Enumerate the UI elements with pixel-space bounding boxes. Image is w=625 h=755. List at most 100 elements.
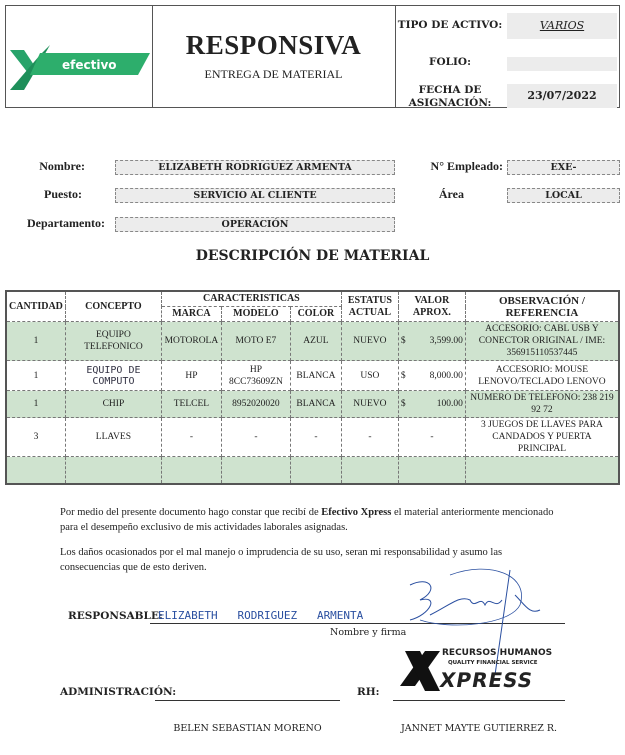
responsable-handwriting: ELIZABETH RODRIGUEZ ARMENTA	[158, 609, 364, 622]
paragraph-2: Los daños ocasionados por el mal manejo …	[60, 547, 503, 573]
col-cantidad: CANTIDAD	[5, 290, 66, 322]
document-title: RESPONSIVA	[185, 30, 362, 60]
document-subtitle: ENTREGA DE MATERIAL	[204, 67, 343, 81]
puesto-label: Puesto:	[44, 187, 82, 201]
cell-concepto: EQUIPO DE COMPUTO	[64, 360, 162, 391]
cell-estatus: NUEVO	[340, 390, 399, 418]
value-amount: 100.00	[436, 399, 463, 409]
table-row: 3 LLAVES - - - - -3 JUEGOS DE LLAVES PARA CAND…	[5, 417, 620, 457]
col-obs: OBSERVACIÓN / REFERENCIA	[464, 290, 620, 322]
cell-valor: -	[397, 417, 466, 457]
cell-marca: TELCEL	[160, 390, 222, 418]
cell-valor: $8,000.00	[397, 360, 466, 391]
signature-scribble	[409, 568, 541, 676]
folio-value	[507, 57, 617, 71]
cell-empty	[464, 456, 620, 484]
section-title: DESCRIPCIÓN DE MATERIAL	[195, 248, 430, 264]
nombre-firma-caption: Nombre y firma	[330, 627, 407, 638]
table-row: 1 EQUIPO TELEFONICO MOTOROLA MOTO E7 AZUL NUE…	[5, 321, 620, 361]
value-amount: 8,000.00	[429, 370, 463, 381]
table-row: 1 EQUIPO DE COMPUTO HP HP 8CC73609ZN BLANCA U…	[5, 360, 620, 391]
cell-empty	[340, 456, 399, 484]
currency-symbol: $	[400, 336, 406, 346]
cell-cantidad: 1	[5, 321, 66, 361]
cell-concepto: CHIP	[64, 390, 162, 418]
admin-name: BELEN SEBASTIAN MORENO	[173, 723, 322, 734]
empleado-label: N° Empleado:	[430, 159, 503, 173]
rh-line	[393, 700, 565, 701]
col-estatus: ESTATUS ACTUAL	[340, 290, 399, 322]
fecha-label: FECHA DE ASIGNACIÓN:	[408, 84, 492, 109]
paragraph-1: Por medio del presente documento hago co…	[60, 507, 554, 533]
svg-text:efectivo: efectivo	[62, 58, 117, 72]
responsable-line	[150, 623, 565, 624]
material-table: CANTIDAD CONCEPTO CARACTERISTICAS ESTATU…	[5, 290, 620, 485]
responsable-label: RESPONSABLE:	[68, 610, 163, 622]
cell-marca: HP	[160, 360, 222, 391]
tipo-label: TIPO DE ACTIVO:	[397, 19, 503, 31]
cell-valor: $100.00	[397, 390, 466, 418]
stamp-brand: XPRESS	[437, 668, 536, 692]
cell-concepto: EQUIPO TELEFONICO	[64, 321, 162, 361]
cell-empty	[289, 456, 342, 484]
puesto-field: SERVICIO AL CLIENTE	[115, 188, 395, 203]
col-valor: VALOR APROX.	[397, 290, 466, 322]
depto-label: Departamento:	[27, 216, 105, 230]
cell-obs: ACCESORIO: MOUSE LENOVO/TECLADO LENOVO	[464, 360, 620, 391]
cell-marca: -	[160, 417, 222, 457]
cell-cantidad: 1	[5, 360, 66, 391]
area-field: LOCAL	[507, 188, 620, 203]
value-amount: 3,599.00	[429, 336, 463, 346]
cell-valor: $3,599.00	[397, 321, 466, 361]
cell-color: BLANCA	[289, 390, 342, 418]
cell-modelo: 8952020020	[220, 390, 291, 418]
col-modelo: MODELO	[220, 306, 291, 322]
folio-label: FOLIO:	[429, 56, 471, 68]
nombre-field: ELIZABETH RODRIGUEZ ARMENTA	[115, 160, 395, 175]
cell-estatus: USO	[340, 360, 399, 391]
currency-symbol: $	[400, 370, 406, 381]
stamp-x-mark	[400, 651, 440, 691]
rh-name: JANNET MAYTE GUTIERREZ R.	[400, 723, 557, 734]
cell-cantidad: 3	[5, 417, 66, 457]
cell-marca: MOTOROLA	[160, 321, 222, 361]
col-color: COLOR	[289, 306, 342, 322]
value-amount: -	[430, 432, 434, 442]
cell-color: -	[289, 417, 342, 457]
cell-empty	[64, 456, 162, 484]
stamp-line1: RECURSOS HUMANOS	[442, 648, 553, 658]
cell-estatus: -	[340, 417, 399, 457]
cell-obs: NUMERO DE TELEFONO: 238 219 92 72	[464, 390, 620, 418]
area-label: Área	[438, 187, 464, 201]
cell-obs: ACCESORIO: CABL USB Y CONECTOR ORIGINAL …	[464, 321, 620, 361]
rh-stamp: RECURSOS HUMANOS QUALITY FINANCIAL SERVI…	[400, 648, 553, 693]
cell-empty	[160, 456, 222, 484]
cell-empty	[397, 456, 466, 484]
stamp-line2: QUALITY FINANCIAL SERVICE	[448, 660, 538, 666]
currency-symbol: $	[400, 399, 406, 409]
cell-modelo: HP 8CC73609ZN	[220, 360, 291, 391]
cell-concepto: LLAVES	[64, 417, 162, 457]
col-caracteristicas: CARACTERISTICAS	[160, 290, 342, 307]
nombre-label: Nombre:	[39, 159, 85, 173]
header-box	[5, 5, 620, 108]
admin-label: ADMINISTRACIÓN:	[60, 686, 177, 698]
empleado-field: EXE-	[507, 160, 620, 175]
header-divider	[152, 6, 153, 107]
depto-field: OPERACIÓN	[115, 217, 395, 232]
header-divider	[395, 6, 396, 107]
cell-estatus: NUEVO	[340, 321, 399, 361]
cell-empty	[220, 456, 291, 484]
cell-modelo: -	[220, 417, 291, 457]
cell-cantidad: 1	[5, 390, 66, 418]
admin-line	[155, 700, 340, 701]
efectivo-logo: efectivo	[10, 45, 150, 90]
table-row: 1 CHIP TELCEL 8952020020 BLANCA NUEVO $100.00 N…	[5, 390, 620, 418]
cell-empty	[5, 456, 66, 484]
cell-obs: 3 JUEGOS DE LLAVES PARA CANDADOS Y PUERT…	[464, 417, 620, 457]
rh-label: RH:	[357, 686, 380, 698]
cell-modelo: MOTO E7	[220, 321, 291, 361]
col-marca: MARCA	[160, 306, 222, 322]
fecha-value: 23/07/2022	[507, 84, 617, 108]
col-concepto: CONCEPTO	[64, 290, 162, 322]
